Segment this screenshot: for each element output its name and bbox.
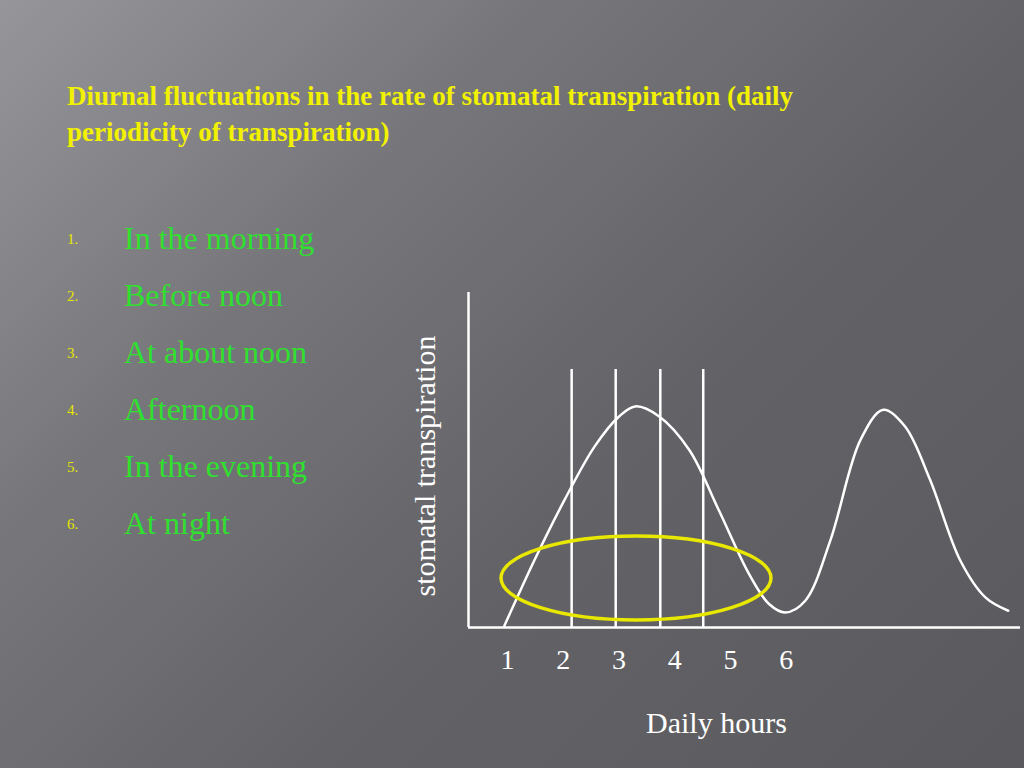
- html-text:2.: 2.: [67, 288, 79, 304]
- html-text:Daily hours: Daily hours: [646, 706, 787, 739]
- html-text:Afternoon: Afternoon: [124, 391, 256, 427]
- html-text:4.: 4.: [67, 402, 79, 418]
- html-text:At night: At night: [124, 505, 230, 541]
- svg-text:1: 1: [501, 644, 515, 675]
- html-text:In the evening: In the evening: [124, 448, 307, 484]
- html-text:At about noon: At about noon: [124, 334, 308, 370]
- svg-text:2: 2: [556, 644, 570, 675]
- html-text:In the morning: In the morning: [124, 220, 315, 256]
- html-text:1.: 1.: [67, 231, 79, 247]
- svg-text:3: 3: [612, 644, 626, 675]
- html-text:Before noon: Before noon: [124, 277, 284, 313]
- svg-text:4: 4: [668, 644, 682, 675]
- html-text:5.: 5.: [67, 459, 79, 475]
- html-text:3.: 3.: [67, 345, 79, 361]
- svg-text:6: 6: [779, 644, 793, 675]
- svg-text:5: 5: [724, 644, 738, 675]
- html-text:6.: 6.: [67, 516, 79, 532]
- html-text:Diurnal fluctuations in the ra: Diurnal fluctuations in the rate of stom…: [67, 81, 793, 147]
- html-text:stomatal transpiration: stomatal transpiration: [408, 335, 441, 597]
